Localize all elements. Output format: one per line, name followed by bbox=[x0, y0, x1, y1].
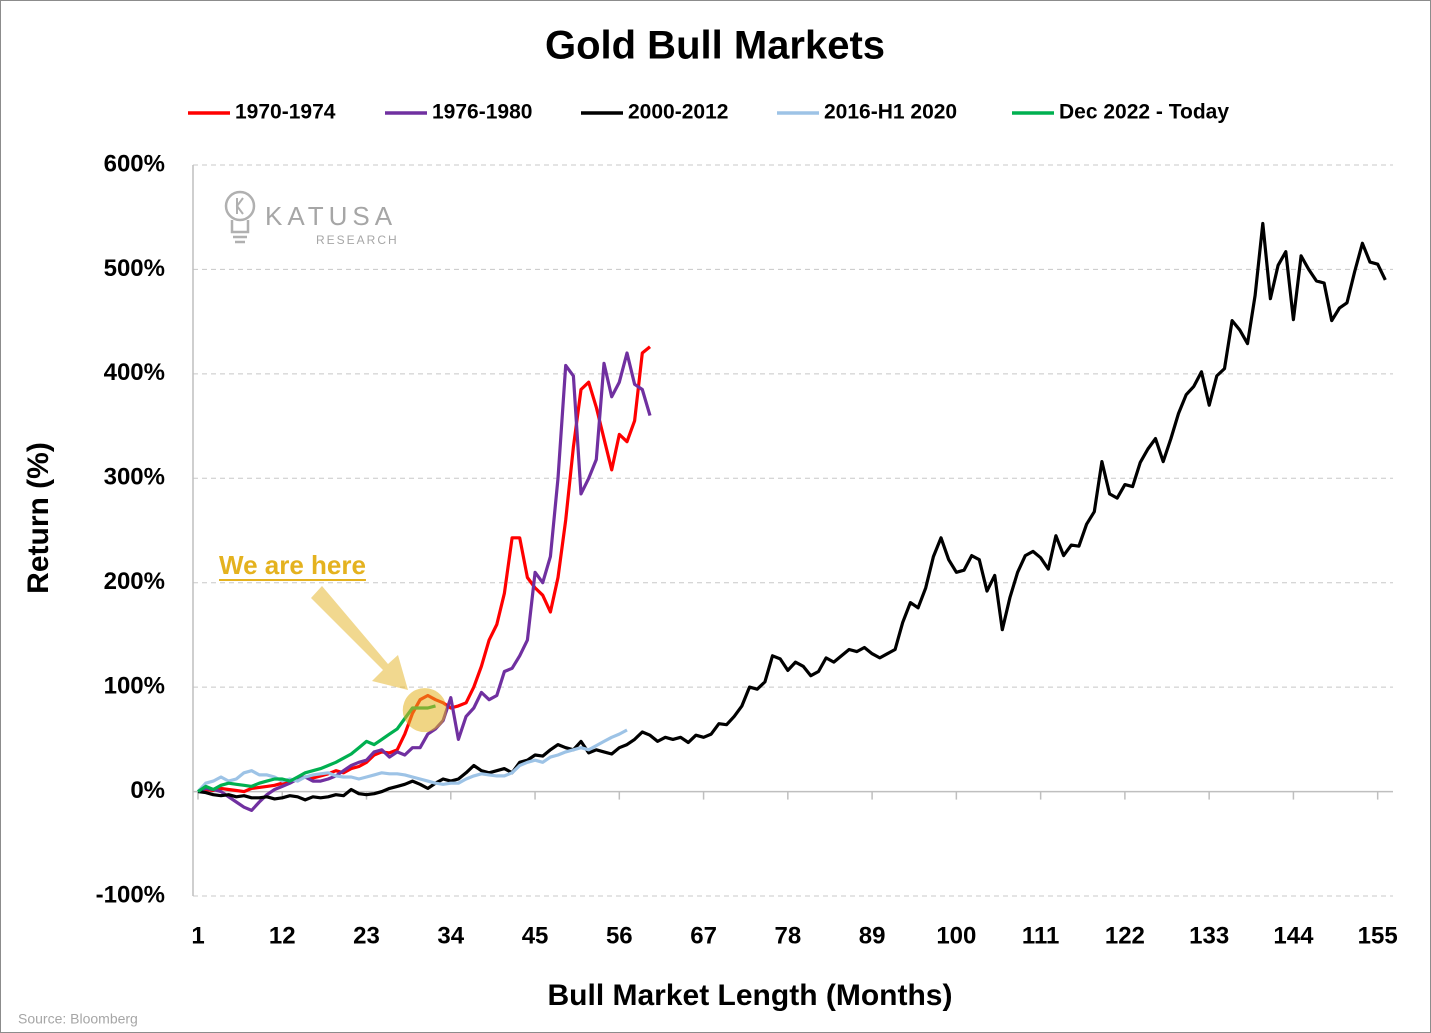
logo-base bbox=[230, 220, 250, 244]
watermark-name: KATUSA bbox=[265, 201, 397, 231]
watermark: KATUSA RESEARCH bbox=[224, 190, 399, 247]
x-tick-label: 111 bbox=[1022, 922, 1059, 949]
x-axis-label: Bull Market Length (Months) bbox=[548, 979, 953, 1012]
x-tick-label: 67 bbox=[690, 922, 717, 949]
legend-label: 2000-2012 bbox=[628, 101, 728, 124]
y-tick-label: 500% bbox=[104, 255, 165, 282]
legend: 1970-1974 1976-1980 2000-2012 2016-H1 2020 D… bbox=[188, 101, 1229, 124]
x-tick-label: 34 bbox=[437, 922, 464, 949]
annotation-circle bbox=[402, 688, 447, 733]
x-tick-label: 89 bbox=[859, 922, 886, 949]
x-tick-label: 45 bbox=[522, 922, 549, 949]
legend-label: 1976-1980 bbox=[432, 101, 532, 124]
y-tick-label: 400% bbox=[104, 359, 165, 386]
y-tick-label: 600% bbox=[104, 150, 165, 177]
y-tick-label: 100% bbox=[104, 672, 165, 699]
legend-label: 1970-1974 bbox=[235, 101, 336, 124]
x-tick-label: 144 bbox=[1273, 922, 1314, 949]
x-tick-label: 12 bbox=[269, 922, 296, 949]
x-tick-label: 133 bbox=[1189, 922, 1229, 949]
chart-title: Gold Bull Markets bbox=[545, 24, 885, 68]
series-line bbox=[197, 351, 652, 812]
source: Source: Bloomberg bbox=[18, 1011, 138, 1027]
legend-label: Dec 2022 - Today bbox=[1059, 101, 1229, 124]
y-axis-label: Return (%) bbox=[22, 442, 55, 594]
series-line bbox=[197, 221, 1387, 802]
x-tick-label: 23 bbox=[353, 922, 380, 949]
annotation-label: We are here bbox=[219, 550, 366, 580]
y-tick-label: 0% bbox=[130, 777, 165, 804]
legend-label: 2016-H1 2020 bbox=[824, 101, 957, 124]
x-tick-label: 78 bbox=[774, 922, 801, 949]
x-tick-label: 56 bbox=[606, 922, 633, 949]
series-line bbox=[196, 728, 628, 793]
y-tick-label: 200% bbox=[104, 568, 165, 595]
y-tick-label: 300% bbox=[104, 464, 165, 491]
annotation: We are here bbox=[219, 550, 447, 733]
x-tick-label: 1 bbox=[191, 922, 204, 949]
logo-bulb bbox=[224, 190, 256, 222]
y-tick-label: -100% bbox=[96, 881, 165, 908]
x-tick-label: 122 bbox=[1105, 922, 1145, 949]
annotation-arrow bbox=[311, 586, 408, 690]
logo-k bbox=[235, 197, 244, 215]
plot-area: -100% 0% 100% 200% 300% 400% 500% 600% 1 12 23 34 45… bbox=[96, 150, 1398, 949]
x-tick-label: 100 bbox=[936, 922, 976, 949]
watermark-sub: RESEARCH bbox=[316, 233, 399, 247]
series-line bbox=[197, 704, 436, 793]
x-tick-label: 155 bbox=[1358, 922, 1398, 949]
